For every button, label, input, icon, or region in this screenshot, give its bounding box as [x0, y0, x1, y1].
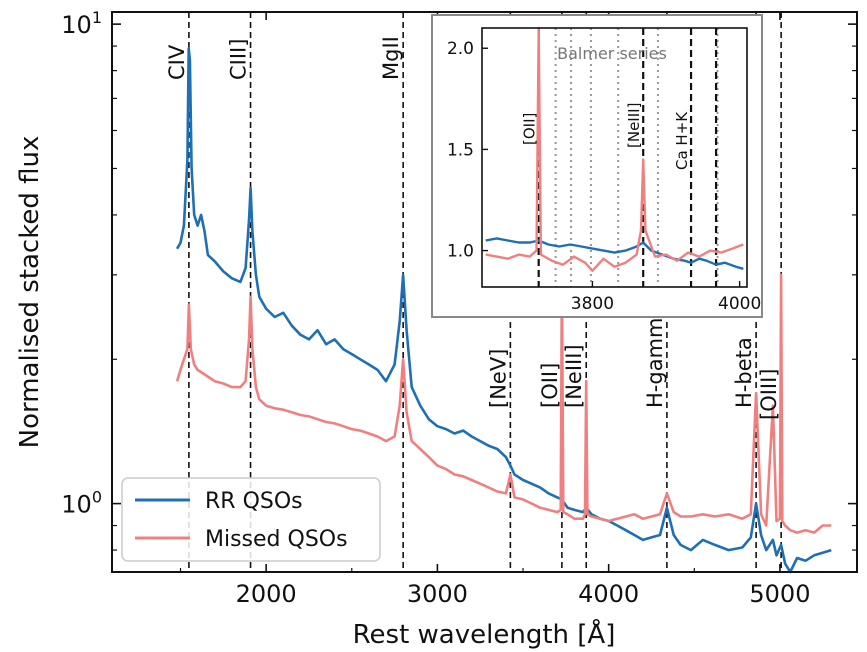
x-axis-label: Rest wavelength [Å]	[353, 618, 616, 650]
inset-plot-frame	[481, 27, 748, 288]
vline-label-oii: [OII]	[538, 363, 562, 408]
vline-label-h-beta: H-beta	[732, 337, 756, 408]
inset-vline-label-ca-h-k: Ca H+K	[673, 111, 691, 170]
main-plot-frame	[111, 11, 858, 573]
main-vline-labels: CIV CIII] MgII[NeV] [OII] [NeIII] H-gamma H-be…	[165, 36, 781, 420]
vline-label-ciii: CIII]	[227, 39, 251, 80]
x-tick-label-3000: 3000	[407, 580, 468, 608]
x-tick-label-2000: 2000	[236, 580, 297, 608]
inset-vline-labels: [OII] [NeIII] Ca H+K	[521, 103, 691, 170]
y-tick-label-10: 101	[61, 8, 102, 39]
inset-x-tick-label-3800: 3800	[571, 294, 614, 314]
vline-label-civ: CIV	[165, 44, 189, 80]
inset-title: Balmer series	[557, 44, 667, 63]
inset-y-tick-label-1: 1.0	[447, 242, 474, 262]
legend: RR QSOs Missed QSOs	[121, 477, 381, 562]
series-line-missed-qsos	[175, 273, 832, 534]
series-line-rr-qsos	[175, 47, 832, 574]
inset-series-group	[485, 26, 744, 272]
inset-y-tick-label-1-5: 1.5	[447, 140, 474, 160]
legend-label-missed-qsos: Missed QSOs	[205, 527, 348, 552]
inset-x-tick-label-4000: 4000	[718, 294, 761, 314]
vline-label-neiii: [NeIII]	[562, 344, 586, 408]
inset-vline-label-neiii: [NeIII]	[625, 103, 643, 148]
vline-label-nev: [NeV]	[486, 349, 510, 408]
main-series-group	[175, 47, 832, 574]
inset-vline-label-oii: [OII]	[521, 113, 539, 145]
inset-series-line-rr-qsos	[485, 237, 744, 270]
y-axis-label: Normalised stacked flux	[15, 136, 45, 449]
main-ticks: 2000 3000 4000 5000 100 101	[61, 8, 857, 608]
x-tick-label-4000: 4000	[578, 580, 639, 608]
vline-label-oiii: [OIII]	[757, 369, 781, 421]
legend-label-rr-qsos: RR QSOs	[205, 489, 303, 514]
y-tick-label-1: 100	[61, 488, 102, 519]
inset-y-tick-label-2: 2.0	[447, 39, 474, 59]
vline-label-h-gamma: H-gamma	[643, 305, 667, 408]
inset-series-line-missed-qsos	[485, 26, 744, 272]
vline-label-mgii: MgII	[379, 36, 403, 80]
x-tick-label-5000: 5000	[749, 580, 810, 608]
inset-ticks: 3800 4000 1.0 1.5 2.0	[447, 39, 761, 314]
inset: [OII] [NeIII] Ca H+K Balmer series 3800 400…	[431, 14, 763, 318]
